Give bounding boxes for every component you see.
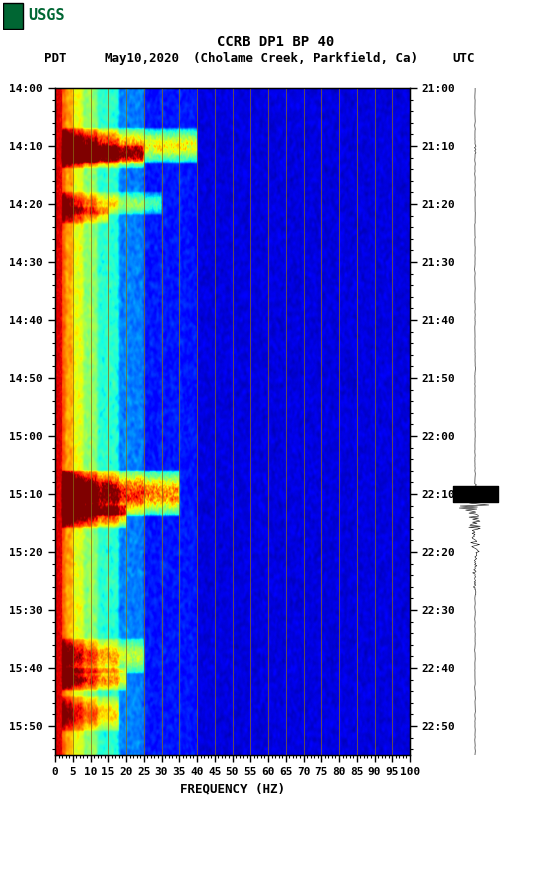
Text: (Cholame Creek, Parkfield, Ca): (Cholame Creek, Parkfield, Ca) [193, 52, 418, 65]
Text: May10,2020: May10,2020 [105, 52, 180, 65]
X-axis label: FREQUENCY (HZ): FREQUENCY (HZ) [180, 782, 285, 796]
Text: UTC: UTC [453, 52, 475, 65]
Text: USGS: USGS [28, 8, 65, 23]
Text: PDT: PDT [44, 52, 67, 65]
Text: CCRB DP1 BP 40: CCRB DP1 BP 40 [217, 35, 335, 49]
FancyBboxPatch shape [3, 3, 23, 29]
